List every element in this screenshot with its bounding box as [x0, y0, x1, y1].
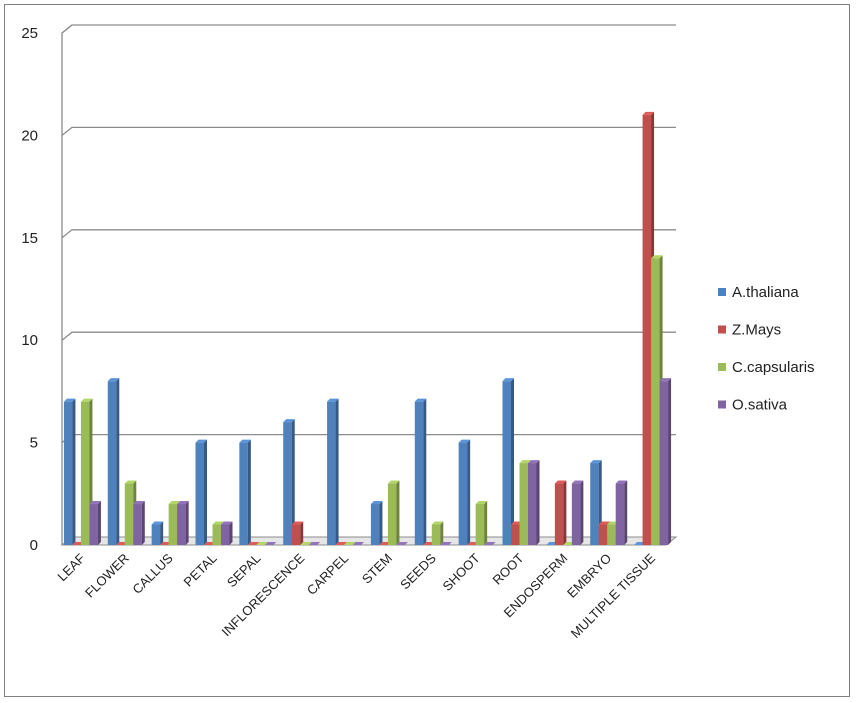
legend-swatch: [718, 325, 726, 334]
x-tick-label: LEAF: [54, 550, 88, 584]
gridline: [61, 229, 676, 239]
legend-label: Z.Mays: [732, 322, 781, 339]
legend-label: O.sativa: [732, 397, 788, 414]
bar: [89, 501, 101, 545]
bar: [370, 501, 383, 545]
bar: [300, 542, 312, 545]
bar: [615, 480, 628, 545]
bar: [440, 542, 452, 545]
bar: [177, 501, 189, 545]
legend-label: C.capsularis: [732, 359, 815, 376]
bar: [475, 501, 488, 545]
legend-swatch: [718, 288, 726, 296]
bars: [63, 111, 672, 546]
bar: [221, 521, 233, 545]
bar: [396, 542, 408, 545]
bar: [291, 521, 304, 545]
legend-swatch: [718, 400, 726, 409]
x-tick-label: STEM: [359, 551, 395, 587]
x-tick-label: SHOOT: [439, 550, 482, 593]
x-tick-label: CALLUS: [129, 550, 176, 597]
gridline: [61, 126, 676, 136]
x-tick-label: PETAL: [181, 551, 220, 590]
bar: [133, 501, 145, 545]
legend: A.thaliana Z.Mays C.capsularis O.sativa: [718, 284, 815, 414]
gridline: [61, 24, 676, 34]
bar: [63, 398, 76, 545]
y-tick-label: 25: [21, 25, 38, 42]
bar: [458, 439, 471, 545]
gridline: [61, 331, 676, 341]
x-tick-label: MULTIPLE TISSUE: [568, 550, 659, 641]
bar: [502, 378, 514, 545]
bar: [247, 542, 260, 545]
bar: [264, 542, 277, 545]
bar: [554, 480, 567, 545]
y-tick-labels: 0 5 10 15 20 25: [21, 25, 38, 554]
y-tick-label: 15: [21, 230, 38, 247]
bar: [239, 439, 251, 545]
bar: [659, 378, 672, 545]
x-tick-label: INFLORESCENCE: [219, 550, 308, 639]
x-tick-label: CARPEL: [304, 551, 351, 598]
bar: [484, 542, 496, 545]
bar: [414, 398, 427, 545]
gridline: [61, 433, 676, 444]
bar: [344, 542, 356, 545]
axes: [60, 24, 678, 546]
bar: [327, 398, 339, 545]
x-tick-label: ROOT: [489, 550, 526, 587]
bar: [308, 542, 321, 545]
y-tick-label: 0: [30, 537, 38, 554]
legend-swatch: [718, 363, 726, 371]
x-tick-label: FLOWER: [82, 551, 132, 601]
bar: [387, 480, 400, 545]
y-axis: [61, 24, 73, 545]
y-tick-label: 5: [30, 435, 38, 452]
bar: [352, 542, 365, 545]
bar: [335, 542, 348, 545]
chart-frame: [4, 4, 850, 697]
x-tick-label: SEEDS: [397, 550, 439, 592]
gridlines: [61, 24, 676, 444]
bar: [256, 542, 268, 545]
bar: [431, 521, 444, 545]
y-tick-label: 20: [21, 127, 38, 144]
bar: [151, 521, 164, 545]
bar: [107, 378, 120, 545]
legend-label: A.thaliana: [732, 284, 799, 301]
y-tick-label: 10: [21, 332, 38, 349]
bar: [571, 480, 584, 545]
bar: [195, 439, 207, 545]
bar: [528, 460, 540, 545]
x-tick-label: SEPAL: [224, 551, 264, 591]
bar: [283, 419, 295, 545]
